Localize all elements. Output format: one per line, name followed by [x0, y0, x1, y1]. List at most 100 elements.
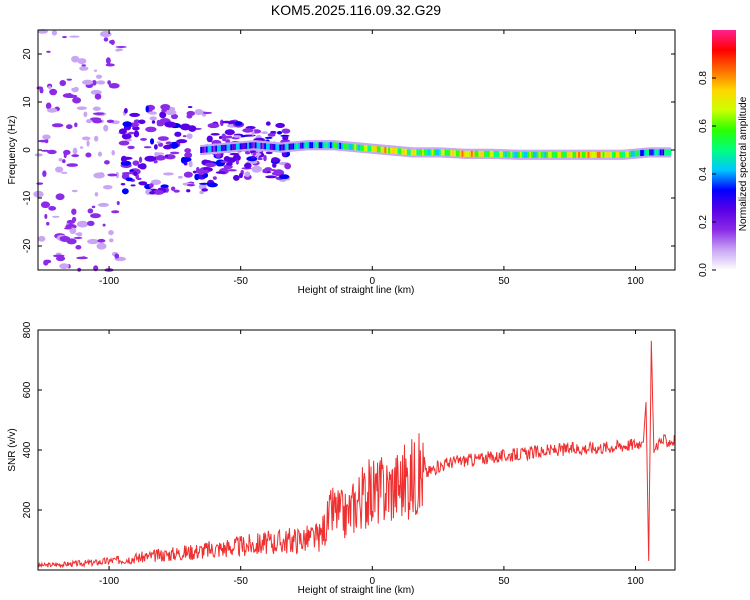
- spectrogram-noise-cell: [97, 151, 103, 157]
- spectrogram-noise-cell: [180, 123, 191, 131]
- spectrogram-x-tick-label: 100: [627, 276, 644, 287]
- spectrogram-noise-cell: [202, 111, 213, 114]
- spectrogram-noise-cell: [118, 140, 130, 146]
- spectrogram-noise-cell: [81, 64, 86, 67]
- spectrogram-noise-cell: [87, 238, 100, 245]
- spectrogram-noise-cell: [199, 170, 210, 174]
- spectrogram-noise-cell: [122, 121, 132, 128]
- snr-x-tick-label: 50: [498, 576, 510, 587]
- spectrogram-noise-cell: [279, 174, 290, 180]
- spectrogram-noise-cell: [102, 223, 106, 227]
- spectrogram-noise-cell: [130, 184, 136, 187]
- spectrogram-noise-cell: [115, 45, 127, 48]
- spectrogram-noise-cell: [96, 80, 106, 85]
- spectrogram-noise-cell: [36, 182, 44, 185]
- spectrogram-noise-cell: [225, 139, 231, 144]
- spectrogram-noise-cell: [129, 112, 140, 117]
- spectrogram-noise-cell: [226, 169, 237, 172]
- spectrogram-noise-cell: [156, 141, 161, 144]
- spectrogram-noise-cell: [75, 244, 82, 250]
- spectrogram-noise-cell: [72, 97, 82, 104]
- spectrogram-noise-cell: [94, 93, 102, 100]
- spectrogram-noise-cell: [125, 138, 132, 142]
- spectrogram-noise-cell: [210, 132, 220, 136]
- spectrogram-noise-cell: [204, 162, 217, 168]
- spectrogram-noise-cell: [153, 159, 158, 164]
- spectrogram-noise-cell: [273, 169, 285, 177]
- spectrogram-noise-cell: [40, 201, 50, 209]
- spectrogram-noise-cell: [207, 122, 220, 129]
- spectrogram-noise-cell: [44, 213, 48, 219]
- spectrogram-noise-cell: [47, 149, 57, 155]
- snr-y-tick-label: 800: [22, 321, 33, 338]
- spectrogram-noise-cell: [52, 254, 65, 258]
- spectrogram-noise-cell: [128, 131, 135, 135]
- spectrogram-noise-cell: [282, 135, 289, 141]
- spectrogram-noise-cell: [284, 162, 292, 170]
- spectrogram-noise-cell: [103, 37, 109, 42]
- spectrogram-noise-cell: [118, 128, 127, 135]
- spectrogram-noise-cell: [79, 146, 84, 149]
- spectrogram-noise-cell: [120, 182, 126, 186]
- spectrogram-noise-cell: [188, 125, 197, 132]
- spectrogram-noise-cell: [145, 126, 157, 133]
- spectrogram-noise-cell: [46, 221, 50, 226]
- spectrogram-noise-cell: [199, 190, 204, 195]
- spectrogram-noise-cell: [219, 119, 224, 127]
- spectrogram-noise-cell: [72, 147, 78, 155]
- spectrogram-noise-cell: [261, 131, 269, 135]
- spectrogram-x-tick-label: 50: [498, 276, 510, 287]
- spectrogram-noise-cell: [281, 128, 291, 134]
- snr-y-tick-label: 200: [22, 501, 33, 518]
- spectrogram-noise-cell: [221, 120, 232, 124]
- spectrogram-noise-cell: [83, 111, 88, 118]
- spectrogram-noise-cell: [244, 151, 251, 155]
- spectrogram-noise-cell: [169, 151, 180, 155]
- spectrogram-noise-cell: [108, 229, 114, 236]
- spectrogram-noise-cell: [144, 155, 157, 162]
- spectrogram-noise-cell: [58, 158, 63, 162]
- spectrogram-noise-cell: [81, 256, 86, 259]
- spectrogram-noise-cell: [154, 154, 166, 161]
- snr-y-tick-label: 600: [22, 381, 33, 398]
- spectrogram-y-tick-label: 0: [22, 147, 33, 153]
- spectrogram-noise-cell: [82, 79, 94, 85]
- spectrogram-noise-cell: [44, 138, 49, 144]
- spectrogram-noise-cell: [64, 227, 72, 230]
- spectrogram-noise-cell: [176, 139, 188, 144]
- spectrogram-noise-cell: [187, 106, 193, 109]
- spectrogram-noise-cell: [114, 253, 120, 259]
- spectrogram-noise-cell: [125, 177, 133, 182]
- spectrogram-noise-cell: [138, 119, 146, 125]
- spectrogram-noise-cell: [127, 145, 135, 150]
- spectrogram-noise-cell: [60, 171, 68, 174]
- spectrogram-noise-cell: [139, 163, 147, 170]
- snr-y-axis-label: SNR (v/v): [7, 428, 18, 471]
- spectrogram-noise-cell: [212, 176, 217, 180]
- spectrogram-noise-cell: [120, 155, 127, 163]
- spectrogram-noise-cell: [93, 172, 105, 179]
- spectrogram-noise-cell: [277, 131, 283, 135]
- spectrogram-noise-cell: [182, 157, 192, 162]
- spectrogram-noise-cell: [86, 139, 90, 147]
- spectrogram-noise-cell: [69, 35, 80, 38]
- spectrogram-noise-cell: [121, 133, 132, 140]
- spectrogram-noise-cell: [66, 219, 76, 224]
- spectrogram-y-tick-label: 10: [22, 96, 33, 108]
- spectrogram-y-tick-label: 20: [22, 48, 33, 60]
- spectrogram-noise-cell: [218, 135, 223, 140]
- colorbar-tick-label: 0.8: [698, 71, 709, 85]
- spectrogram-noise-cell: [158, 142, 164, 147]
- spectrogram-noise-cell: [59, 79, 67, 87]
- spectrogram-noise-cell: [76, 220, 89, 228]
- spectrogram-noise-cell: [265, 121, 271, 126]
- spectrogram-noise-cell: [48, 206, 57, 211]
- spectrogram-noise-cell: [92, 112, 105, 115]
- spectrogram-noise-cell: [62, 159, 66, 164]
- spectrogram-noise-cell: [234, 121, 243, 126]
- spectrogram-noise-cell: [121, 188, 129, 195]
- spectrogram-noise-cell: [225, 162, 233, 166]
- spectrogram-noise-cell: [107, 173, 118, 177]
- spectrogram-y-axis-label: Frequency (Hz): [7, 116, 18, 185]
- spectrogram-noise-cell: [77, 58, 87, 65]
